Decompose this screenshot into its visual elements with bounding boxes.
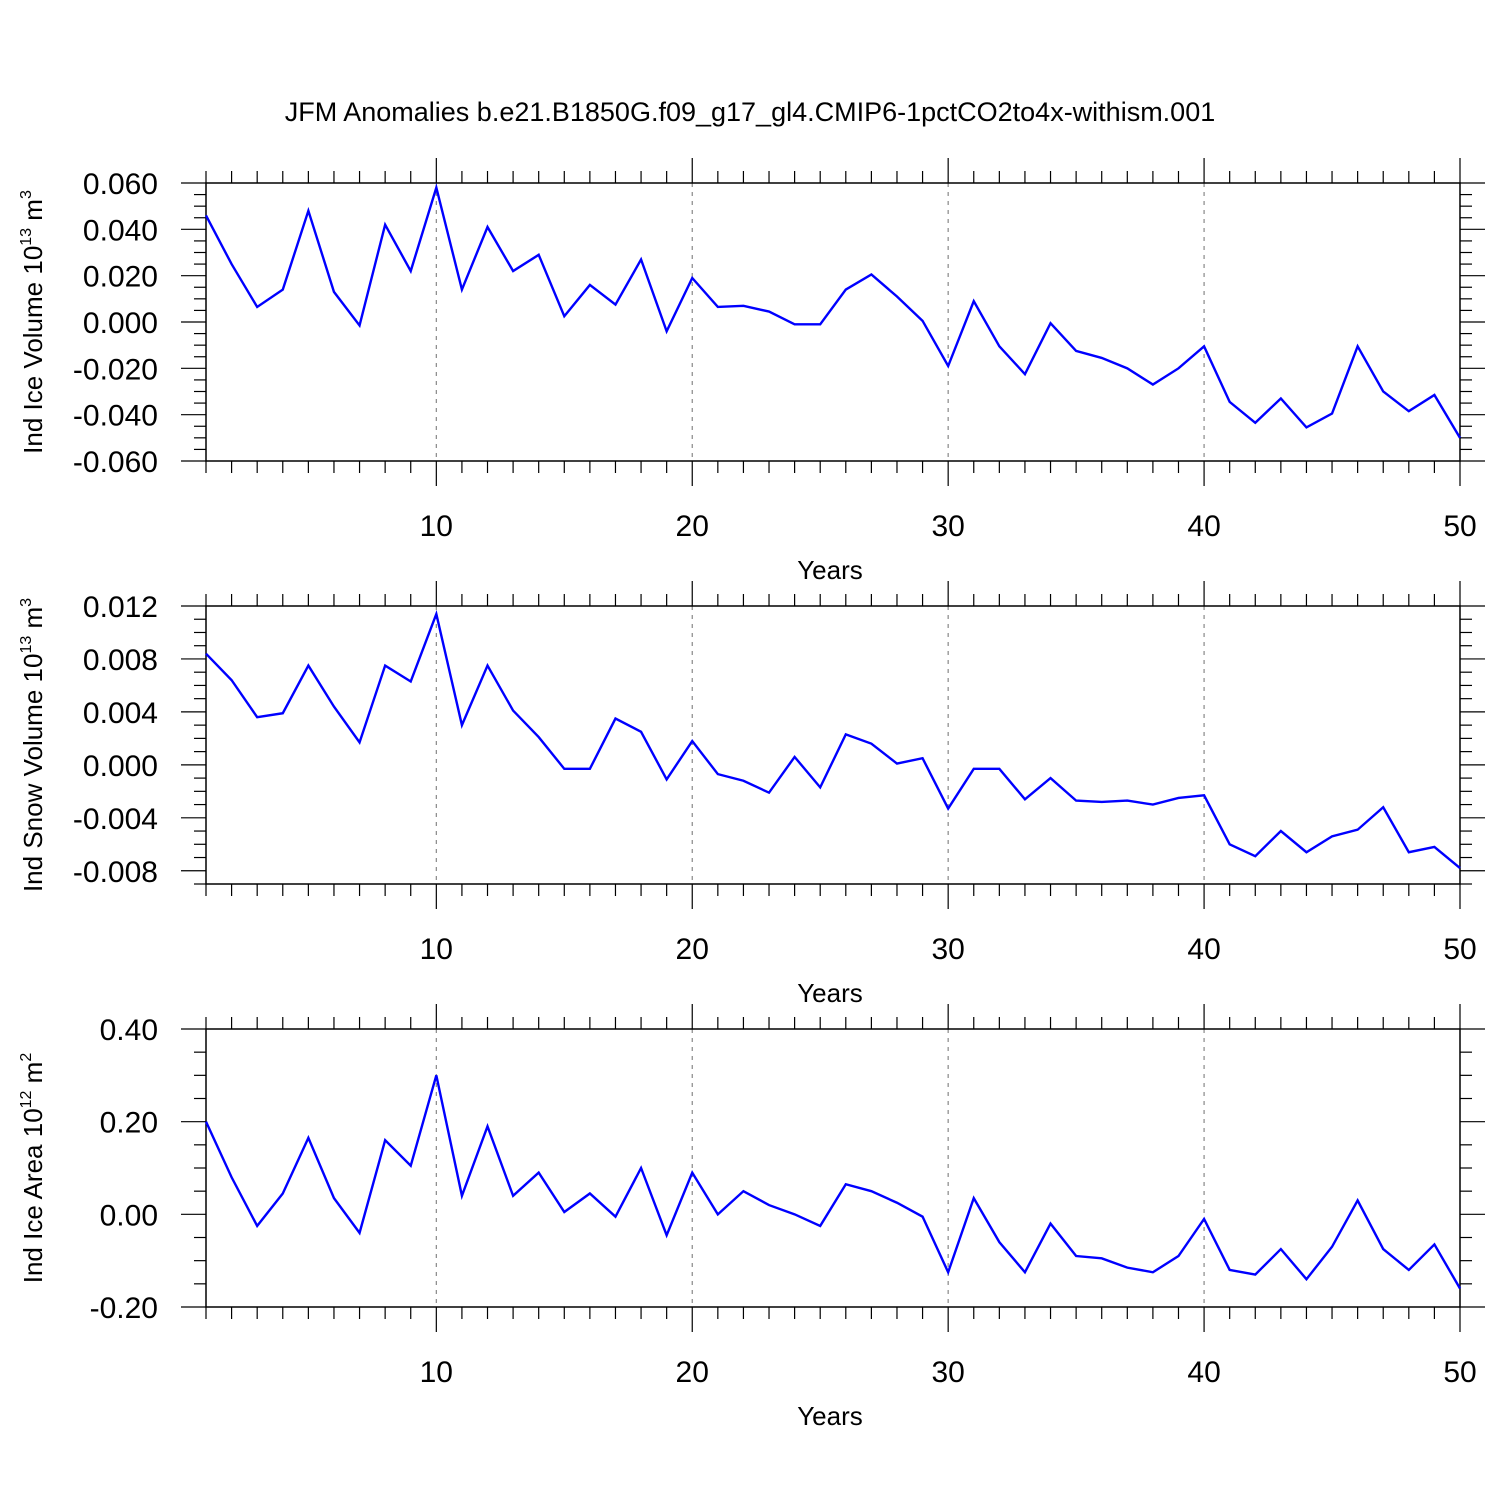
series-line	[204, 183, 1462, 439]
y-tick-label: -0.004	[73, 803, 158, 836]
y-tick-label: 0.012	[83, 591, 158, 624]
x-tick-label: 20	[676, 510, 709, 543]
x-tick-label: 50	[1443, 1356, 1476, 1389]
x-axis-title: Years	[797, 978, 863, 1008]
x-tick-label: 40	[1187, 1356, 1220, 1389]
y-tick-label: 0.000	[83, 307, 158, 340]
y-tick-label: 0.00	[100, 1199, 158, 1232]
y-tick-label: 0.40	[100, 1014, 158, 1047]
y-tick-label: 0.000	[83, 750, 158, 783]
x-axis-title: Years	[797, 1401, 863, 1431]
x-tick-label: 40	[1187, 933, 1220, 966]
y-tick-label: 0.020	[83, 261, 158, 294]
y-tick-label: -0.008	[73, 856, 158, 889]
y-tick-label: 0.008	[83, 644, 158, 677]
y-tick-label: -0.020	[73, 353, 158, 386]
x-tick-label: 50	[1443, 933, 1476, 966]
chart-panel-1: 10 20 30 40 50 0.060 0.040 0.020 0.000 -0.020 -0.0…	[18, 158, 1485, 585]
x-tick-label: 10	[420, 510, 453, 543]
y-axis-title: Ind Ice Area 1012 m2	[18, 1053, 48, 1284]
chart-panel-3: 10 20 30 40 50 0.40 0.20 0.00 -0.20 Years Ind Ice …	[18, 1004, 1485, 1431]
series-line	[204, 1075, 1462, 1290]
x-tick-label: 50	[1443, 510, 1476, 543]
x-tick-label: 30	[931, 1356, 964, 1389]
y-tick-label: 0.004	[83, 697, 158, 730]
x-tick-label: 30	[931, 933, 964, 966]
x-tick-label: 10	[420, 933, 453, 966]
x-tick-label: 20	[676, 1356, 709, 1389]
plot-frame	[205, 605, 1461, 885]
figure-title: JFM Anomalies b.e21.B1850G.f09_g17_gl4.C…	[285, 97, 1216, 127]
x-tick-label: 20	[676, 933, 709, 966]
x-tick-label: 10	[420, 1356, 453, 1389]
y-tick-label: 0.20	[100, 1107, 158, 1140]
y-tick-label: -0.20	[90, 1292, 158, 1325]
y-axis-title: Ind Snow Volume 1013 m3	[18, 598, 48, 892]
y-axis-title: Ind Ice Volume 1013 m3	[18, 190, 48, 454]
chart-panel-2: 10 20 30 40 50 0.012 0.008 0.004 0.000 -0.004 -0.0…	[18, 581, 1485, 1008]
x-tick-label: 40	[1187, 510, 1220, 543]
y-tick-label: 0.040	[83, 214, 158, 247]
y-tick-label: 0.060	[83, 168, 158, 201]
y-tick-label: -0.040	[73, 400, 158, 433]
y-tick-label: -0.060	[73, 446, 158, 479]
series-line	[205, 609, 1461, 870]
x-axis-title: Years	[797, 555, 863, 585]
x-tick-label: 30	[931, 510, 964, 543]
